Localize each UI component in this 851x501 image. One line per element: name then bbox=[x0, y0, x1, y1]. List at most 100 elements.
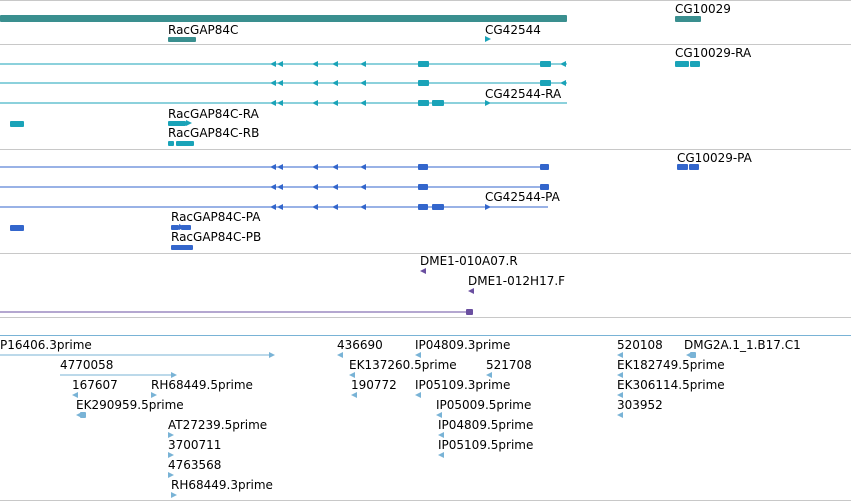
strand-arrow bbox=[277, 184, 283, 190]
exon bbox=[171, 225, 179, 230]
est-label[interactable]: 4770058 bbox=[60, 358, 114, 372]
est-label[interactable]: EK182749.5prime bbox=[617, 358, 725, 372]
exon bbox=[418, 204, 428, 210]
est-label[interactable]: IP05009.5prime bbox=[436, 398, 532, 412]
strand-arrow bbox=[277, 164, 283, 170]
est-label[interactable]: 167607 bbox=[72, 378, 118, 392]
strand-arrow bbox=[617, 372, 623, 378]
strand-arrow bbox=[332, 80, 338, 86]
est-label[interactable]: 436690 bbox=[337, 338, 383, 352]
strand-arrow bbox=[436, 412, 442, 418]
track-separator bbox=[0, 317, 851, 318]
mrna-label-racgap84c-ra[interactable]: RacGAP84C-RA bbox=[168, 107, 259, 121]
strand-arrow bbox=[415, 392, 421, 398]
clone-label-dme1-010a07-r[interactable]: DME1-010A07.R bbox=[420, 254, 518, 268]
strand-arrow bbox=[351, 392, 357, 398]
strand-arrow bbox=[186, 120, 192, 126]
strand-arrow bbox=[168, 432, 174, 438]
exon bbox=[418, 100, 429, 106]
est-label[interactable]: EK137260.5prime bbox=[349, 358, 457, 372]
est-label[interactable]: EK290959.5prime bbox=[76, 398, 184, 412]
est-label[interactable]: 190772 bbox=[351, 378, 397, 392]
clone-label-dme1-012h17-f[interactable]: DME1-012H17.F bbox=[468, 274, 566, 288]
strand-arrow bbox=[468, 288, 474, 294]
strand-arrow bbox=[151, 392, 157, 398]
est-label[interactable]: 520108 bbox=[617, 338, 663, 352]
est-label[interactable]: AT27239.5prime bbox=[168, 418, 268, 432]
exon bbox=[675, 61, 689, 67]
gene-label-racgap84c[interactable]: RacGAP84C bbox=[168, 23, 239, 37]
mrna-label-cg10029-ra[interactable]: CG10029-RA bbox=[675, 46, 752, 60]
exon bbox=[540, 80, 551, 86]
strand-arrow bbox=[332, 100, 338, 106]
est-glyph bbox=[690, 352, 696, 358]
exon bbox=[690, 61, 700, 67]
exon bbox=[432, 100, 444, 106]
track-separator bbox=[0, 44, 851, 45]
exon bbox=[540, 61, 551, 67]
strand-arrow bbox=[617, 412, 623, 418]
est-label[interactable]: IP04809.5prime bbox=[438, 418, 534, 432]
strand-arrow bbox=[349, 372, 355, 378]
strand-arrow bbox=[485, 204, 491, 210]
strand-arrow bbox=[270, 80, 276, 86]
strand-arrow bbox=[270, 61, 276, 67]
est-label[interactable]: IP05109.5prime bbox=[438, 438, 534, 452]
exon bbox=[689, 164, 699, 170]
clone-match-end bbox=[466, 309, 473, 315]
est-label[interactable]: RH68449.3prime bbox=[171, 478, 273, 492]
strand-arrow bbox=[312, 184, 318, 190]
strand-arrow bbox=[270, 164, 276, 170]
strand-arrow bbox=[560, 61, 566, 67]
strand-arrow bbox=[270, 204, 276, 210]
exon bbox=[171, 245, 193, 250]
strand-arrow bbox=[277, 204, 283, 210]
strand-arrow bbox=[360, 184, 366, 190]
est-label[interactable]: DMG2A.1_1.B17.C1 bbox=[684, 338, 801, 352]
strand-arrow bbox=[486, 372, 492, 378]
strand-arrow bbox=[360, 61, 366, 67]
strand-arrow bbox=[312, 80, 318, 86]
est-label[interactable]: 4763568 bbox=[168, 458, 222, 472]
strand-arrow bbox=[270, 100, 276, 106]
est-glyph bbox=[80, 412, 86, 418]
strand-arrow bbox=[617, 392, 623, 398]
strand-arrow bbox=[332, 184, 338, 190]
est-label[interactable]: 3700711 bbox=[168, 438, 222, 452]
strand-arrow bbox=[337, 352, 343, 358]
cds-label-racgap84c-pb[interactable]: RacGAP84C-PB bbox=[171, 230, 262, 244]
strand-arrow bbox=[277, 100, 283, 106]
est-label[interactable]: 521708 bbox=[486, 358, 532, 372]
est-label[interactable]: EK306114.5prime bbox=[617, 378, 725, 392]
strand-arrow bbox=[312, 61, 318, 67]
exon bbox=[168, 141, 174, 146]
gene-label-cg42544[interactable]: CG42544 bbox=[485, 23, 541, 37]
exon bbox=[176, 141, 194, 146]
gene-label-cg10029[interactable]: CG10029 bbox=[675, 2, 731, 16]
est-label[interactable]: RH68449.5prime bbox=[151, 378, 253, 392]
exon bbox=[418, 80, 429, 86]
cds-label-racgap84c-pa[interactable]: RacGAP84C-PA bbox=[171, 210, 261, 224]
strand-arrow bbox=[269, 352, 275, 358]
est-label[interactable]: IP04809.3prime bbox=[415, 338, 511, 352]
strand-arrow bbox=[438, 452, 444, 458]
strand-arrow bbox=[270, 184, 276, 190]
mrna-label-racgap84c-rb[interactable]: RacGAP84C-RB bbox=[168, 126, 260, 140]
strand-arrow bbox=[277, 61, 283, 67]
mrna-label-cg42544-ra[interactable]: CG42544-RA bbox=[485, 87, 562, 101]
strand-arrow bbox=[415, 352, 421, 358]
exon bbox=[10, 121, 24, 127]
cds-label-cg42544-pa[interactable]: CG42544-PA bbox=[485, 190, 560, 204]
est-label[interactable]: IP05109.3prime bbox=[415, 378, 511, 392]
strand-arrow bbox=[360, 204, 366, 210]
strand-arrow bbox=[312, 204, 318, 210]
cds-label-cg10029-pa[interactable]: CG10029-PA bbox=[677, 151, 752, 165]
exon bbox=[181, 225, 191, 230]
gene-glyph-racgap84c bbox=[168, 37, 196, 42]
gene-glyph-cg10029 bbox=[675, 16, 701, 22]
strand-arrow bbox=[171, 372, 177, 378]
est-label[interactable]: P16406.3prime bbox=[0, 338, 92, 352]
est-label[interactable]: 303952 bbox=[617, 398, 663, 412]
strand-arrow bbox=[72, 392, 78, 398]
